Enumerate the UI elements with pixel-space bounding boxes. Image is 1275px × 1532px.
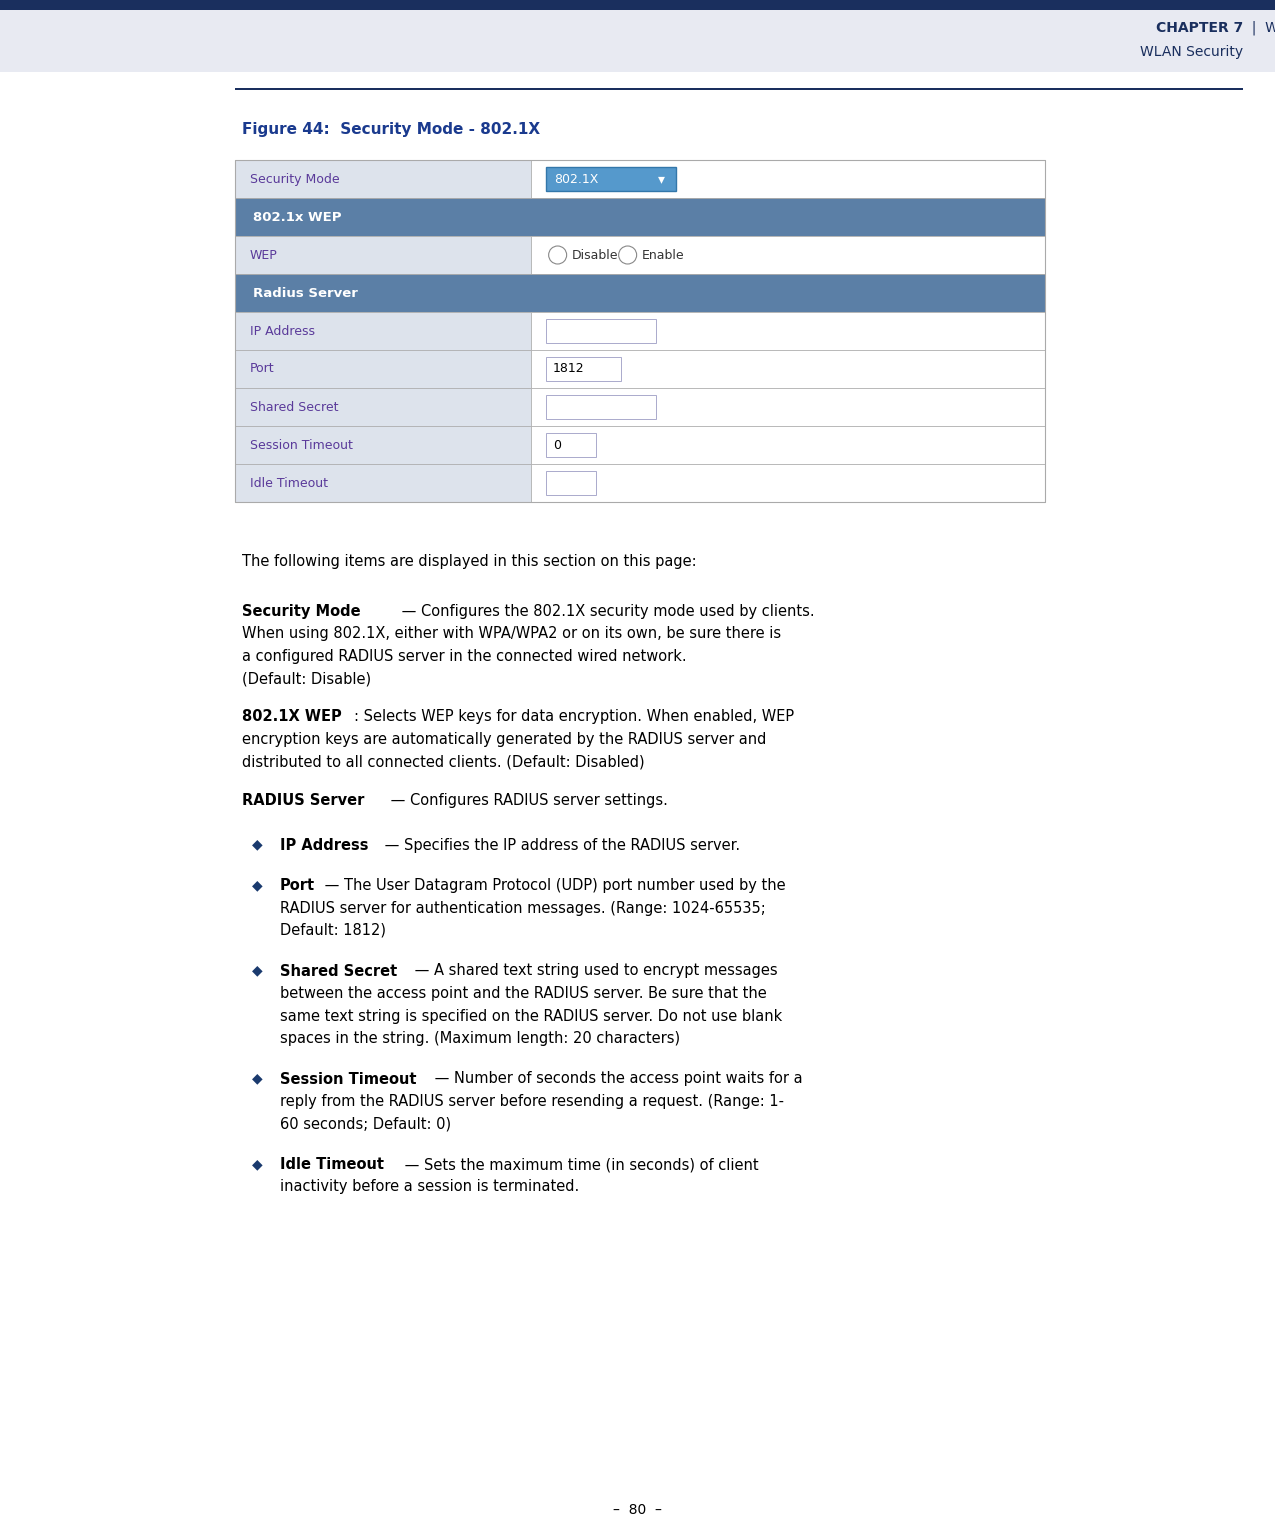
Text: 1812: 1812 [552, 363, 584, 375]
Bar [235, 159, 1045, 502]
Text: RADIUS Server: RADIUS Server [242, 792, 365, 807]
Circle shape [618, 247, 636, 264]
Text: distributed to all connected clients. (Default: Disabled): distributed to all connected clients. (D… [242, 754, 645, 769]
Text: ◆: ◆ [252, 964, 263, 977]
Text: ◆: ◆ [252, 838, 263, 852]
Bar [235, 89, 1243, 90]
Text: reply from the RADIUS server before resending a request. (Range: 1-: reply from the RADIUS server before rese… [280, 1094, 784, 1109]
Bar [235, 349, 530, 388]
Text: Port: Port [250, 363, 274, 375]
Circle shape [548, 247, 566, 264]
Text: 802.1X: 802.1X [553, 173, 598, 185]
Text: Default: 1812): Default: 1812) [280, 922, 386, 938]
Text: encryption keys are automatically generated by the RADIUS server and: encryption keys are automatically genera… [242, 732, 766, 746]
Bar [0, 0, 1275, 11]
Bar [530, 313, 1046, 349]
Text: The following items are displayed in this section on this page:: The following items are displayed in thi… [242, 555, 696, 568]
Bar [235, 426, 530, 464]
Bar [546, 434, 595, 457]
Text: — Sets the maximum time (in seconds) of client: — Sets the maximum time (in seconds) of … [400, 1157, 759, 1172]
Text: WLAN Security: WLAN Security [1140, 44, 1243, 60]
Bar [530, 464, 1046, 502]
Text: same text string is specified on the RADIUS server. Do not use blank: same text string is specified on the RAD… [280, 1008, 783, 1023]
Text: Port: Port [280, 878, 315, 893]
Text: RADIUS server for authentication messages. (Range: 1024-65535;: RADIUS server for authentication message… [280, 901, 766, 916]
Bar [546, 167, 676, 192]
Bar [235, 388, 530, 426]
Text: Session Timeout: Session Timeout [280, 1071, 417, 1086]
Text: 802.1X WEP: 802.1X WEP [242, 709, 342, 725]
Text: Session Timeout: Session Timeout [250, 438, 353, 452]
Text: IP Address: IP Address [250, 325, 315, 337]
Bar [530, 349, 1046, 388]
Text: –  80  –: – 80 – [613, 1503, 662, 1517]
Text: ◆: ◆ [252, 878, 263, 892]
Text: ▾: ▾ [658, 172, 664, 185]
Bar [546, 357, 621, 381]
Bar [235, 313, 530, 349]
Text: spaces in the string. (Maximum length: 20 characters): spaces in the string. (Maximum length: 2… [280, 1031, 680, 1046]
Text: Disable: Disable [571, 248, 618, 262]
Bar [235, 159, 530, 198]
Bar [530, 159, 1046, 198]
Text: WEP: WEP [250, 248, 278, 262]
Text: between the access point and the RADIUS server. Be sure that the: between the access point and the RADIUS … [280, 987, 766, 1000]
Text: inactivity before a session is terminated.: inactivity before a session is terminate… [280, 1180, 579, 1195]
Text: — Number of seconds the access point waits for a: — Number of seconds the access point wai… [430, 1071, 803, 1086]
Text: — Specifies the IP address of the RADIUS server.: — Specifies the IP address of the RADIUS… [380, 838, 740, 852]
Text: 802.1x WEP: 802.1x WEP [252, 210, 342, 224]
Text: — Configures RADIUS server settings.: — Configures RADIUS server settings. [386, 792, 668, 807]
Text: Figure 44:  Security Mode - 802.1X: Figure 44: Security Mode - 802.1X [242, 123, 541, 136]
Bar [530, 388, 1046, 426]
Text: Security Mode: Security Mode [250, 173, 339, 185]
Bar [546, 472, 595, 495]
Bar [530, 426, 1046, 464]
Text: When using 802.1X, either with WPA/WPA2 or on its own, be sure there is: When using 802.1X, either with WPA/WPA2 … [242, 627, 782, 640]
Text: |  Wireless Configuration: | Wireless Configuration [1243, 21, 1275, 35]
Bar [235, 236, 530, 274]
Bar [546, 319, 655, 343]
Text: (Default: Disable): (Default: Disable) [242, 671, 371, 686]
Text: ◆: ◆ [252, 1157, 263, 1170]
Bar [235, 274, 1045, 313]
Bar [530, 236, 1046, 274]
Bar [235, 198, 1045, 236]
Bar [235, 464, 530, 502]
Bar [0, 0, 1275, 72]
Text: Radius Server: Radius Server [252, 286, 358, 299]
Text: Idle Timeout: Idle Timeout [250, 476, 328, 490]
Text: 0: 0 [552, 438, 561, 452]
Text: — The User Datagram Protocol (UDP) port number used by the: — The User Datagram Protocol (UDP) port … [320, 878, 785, 893]
Text: : Selects WEP keys for data encryption. When enabled, WEP: : Selects WEP keys for data encryption. … [354, 709, 794, 725]
Text: Shared Secret: Shared Secret [280, 964, 398, 979]
Text: — A shared text string used to encrypt messages: — A shared text string used to encrypt m… [411, 964, 778, 979]
Text: ◆: ◆ [252, 1071, 263, 1086]
Text: Security Mode: Security Mode [242, 604, 361, 619]
Text: 60 seconds; Default: 0): 60 seconds; Default: 0) [280, 1117, 451, 1132]
Text: Enable: Enable [641, 248, 685, 262]
Text: CHAPTER 7: CHAPTER 7 [1155, 21, 1243, 35]
Text: Shared Secret: Shared Secret [250, 400, 338, 414]
Text: Idle Timeout: Idle Timeout [280, 1157, 384, 1172]
Text: — Configures the 802.1X security mode used by clients.: — Configures the 802.1X security mode us… [397, 604, 815, 619]
Text: IP Address: IP Address [280, 838, 368, 852]
Text: a configured RADIUS server in the connected wired network.: a configured RADIUS server in the connec… [242, 648, 687, 663]
Bar [546, 395, 655, 418]
